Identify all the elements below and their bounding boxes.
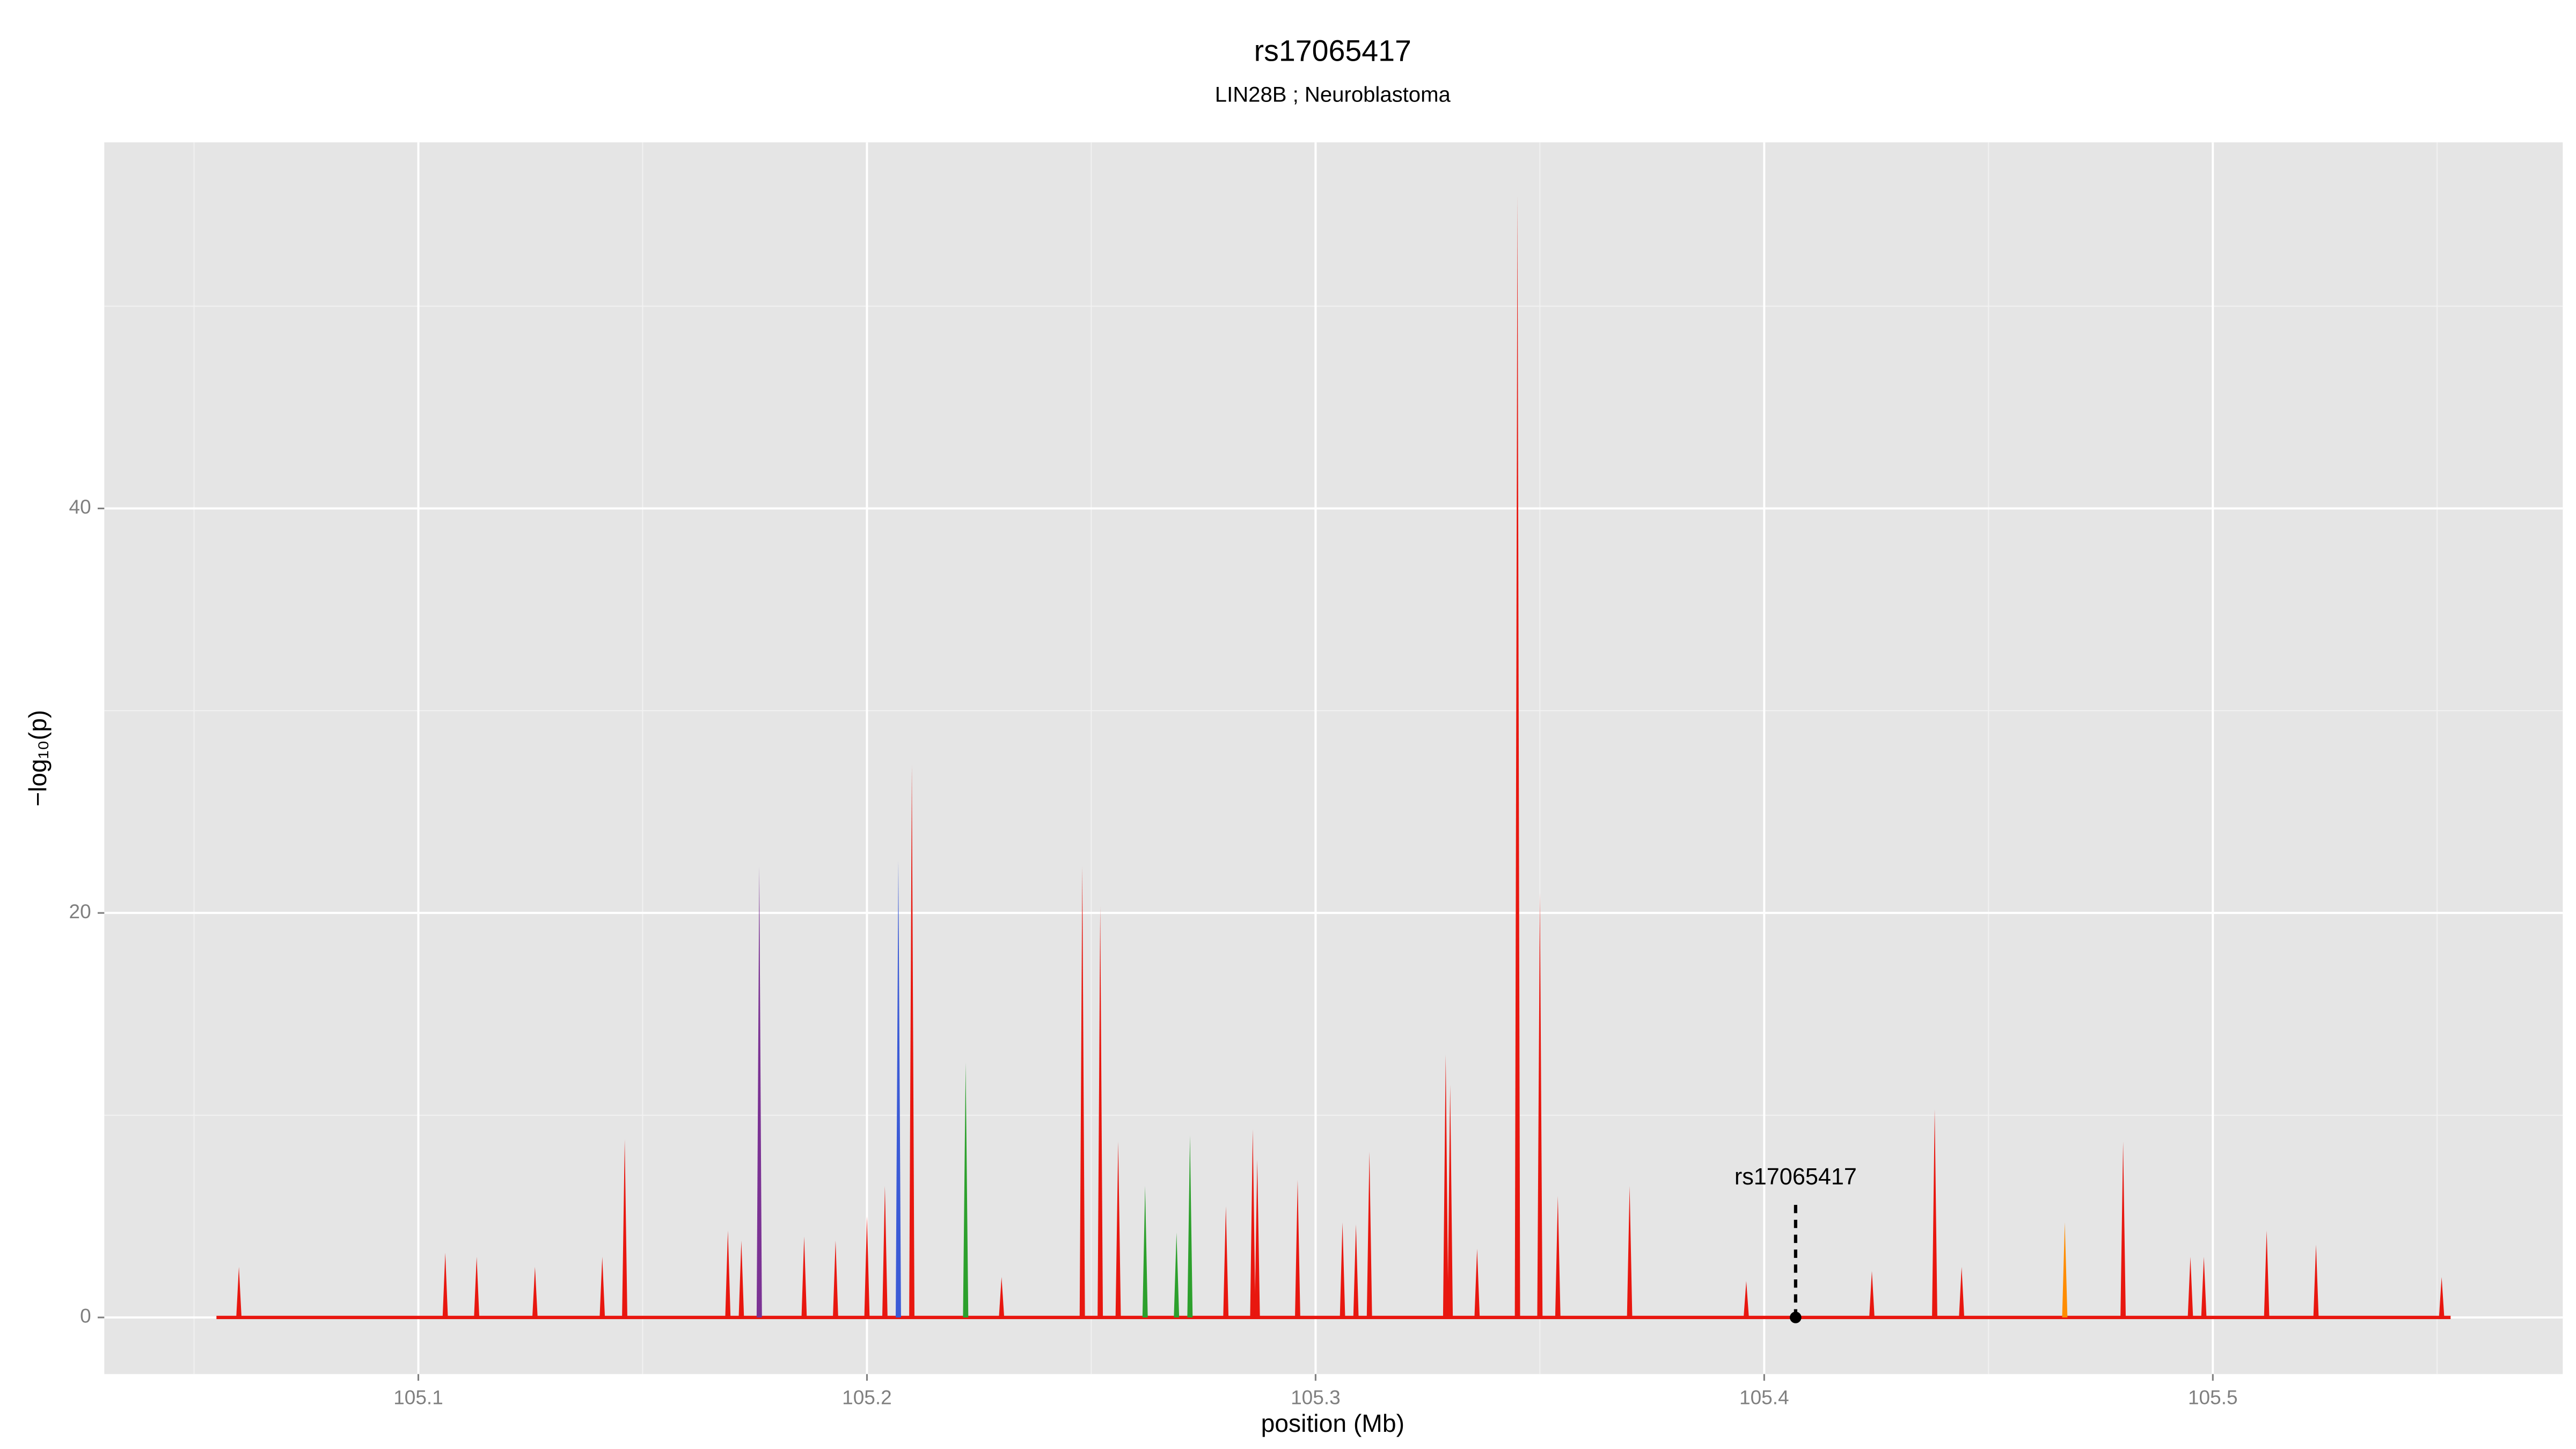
spike xyxy=(1174,1232,1180,1318)
y-tick-label: 40 xyxy=(69,495,91,518)
spike xyxy=(1079,866,1085,1318)
spike xyxy=(1627,1185,1633,1318)
spike xyxy=(1250,1129,1256,1318)
x-tick-label: 105.1 xyxy=(393,1386,443,1408)
spike xyxy=(2201,1256,2207,1318)
spike xyxy=(1115,1141,1121,1318)
spike xyxy=(882,1185,888,1318)
spike xyxy=(236,1267,242,1318)
spike xyxy=(1555,1196,1561,1318)
y-tick-label: 20 xyxy=(69,900,91,923)
spike xyxy=(1537,892,1543,1318)
annotation-label: rs17065417 xyxy=(1735,1164,1857,1190)
spike xyxy=(1869,1271,1875,1318)
spike xyxy=(2187,1256,2193,1318)
spike xyxy=(832,1240,838,1318)
spike xyxy=(1295,1180,1300,1318)
spike xyxy=(1254,1159,1260,1318)
spike xyxy=(2062,1222,2068,1318)
spike xyxy=(1474,1248,1480,1318)
spike xyxy=(738,1240,744,1318)
panel xyxy=(104,142,2563,1374)
spike xyxy=(1097,906,1103,1318)
spike xyxy=(2439,1277,2445,1318)
spike xyxy=(896,860,901,1318)
spike xyxy=(622,1139,627,1318)
spike xyxy=(864,1216,870,1318)
spike xyxy=(442,1253,448,1318)
spike xyxy=(532,1267,538,1318)
spike xyxy=(1366,1151,1372,1318)
x-axis-label: position (Mb) xyxy=(1261,1409,1404,1437)
spike xyxy=(1187,1135,1193,1318)
spike xyxy=(801,1236,807,1318)
spike xyxy=(725,1230,731,1318)
spike xyxy=(999,1277,1005,1318)
x-tick-label: 105.2 xyxy=(842,1386,892,1408)
spike xyxy=(1340,1222,1345,1318)
spike xyxy=(1932,1109,1937,1318)
chart-subtitle: LIN28B ; Neuroblastoma xyxy=(1215,83,1451,107)
spike xyxy=(1223,1206,1229,1318)
spike xyxy=(474,1256,480,1318)
y-tick-label: 0 xyxy=(80,1305,91,1327)
spike xyxy=(1447,1085,1453,1318)
annotation-point xyxy=(1790,1312,1802,1323)
spike xyxy=(1743,1281,1749,1318)
spike xyxy=(2120,1141,2126,1318)
spike xyxy=(1514,195,1520,1318)
x-tick-label: 105.3 xyxy=(1291,1386,1341,1408)
spike xyxy=(1142,1185,1148,1318)
x-tick-label: 105.4 xyxy=(1739,1386,1789,1408)
spike xyxy=(963,1063,969,1318)
spike xyxy=(756,866,762,1318)
x-tick-label: 105.5 xyxy=(2188,1386,2238,1408)
spike xyxy=(909,765,914,1318)
spike xyxy=(1443,1054,1448,1318)
spike xyxy=(2313,1245,2319,1318)
spike xyxy=(1353,1224,1359,1318)
y-axis-label: −log₁₀(p) xyxy=(24,710,52,807)
spike xyxy=(1959,1267,1965,1318)
spike xyxy=(2264,1230,2270,1318)
spike xyxy=(599,1256,605,1318)
chart-title: rs17065417 xyxy=(1254,34,1411,67)
